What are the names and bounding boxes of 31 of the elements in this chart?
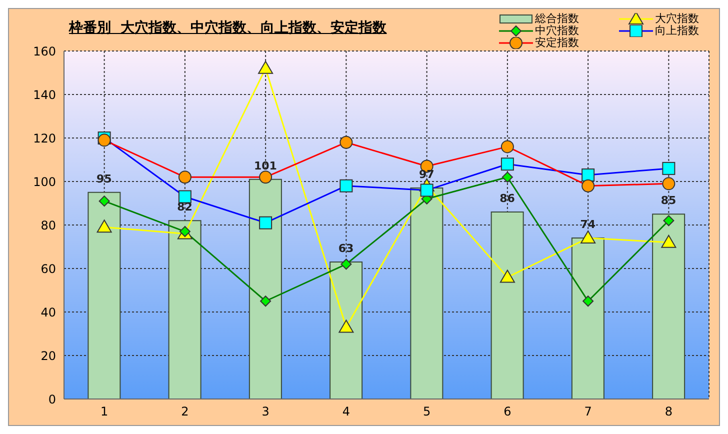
chart-title: 枠番別 大穴指数、中穴指数、向上指数、安定指数 — [69, 19, 387, 37]
legend-label: 大穴指数 — [655, 12, 699, 25]
data-label: 82 — [177, 200, 192, 214]
legend-label: 向上指数 — [655, 24, 699, 37]
y-tick-label: 100 — [33, 174, 56, 189]
y-tick-label: 160 — [33, 44, 56, 58]
x-tick-label: 3 — [262, 404, 270, 419]
x-tick-label: 8 — [664, 404, 673, 419]
x-tick-label: 5 — [422, 404, 431, 419]
legend-label: 中穴指数 — [535, 24, 579, 37]
data-label: 74 — [580, 218, 596, 232]
x-tick-label: 7 — [584, 404, 592, 419]
y-tick-label: 20 — [40, 348, 56, 363]
legend-label: 安定指数 — [535, 36, 579, 49]
data-label: 85 — [660, 194, 676, 208]
x-tick-label: 2 — [181, 404, 189, 419]
y-tick-label: 60 — [40, 262, 56, 276]
y-tick-label: 140 — [33, 88, 56, 102]
data-label: 63 — [338, 242, 354, 255]
data-label: 95 — [96, 172, 112, 186]
y-tick-label: 40 — [40, 305, 56, 320]
x-tick-label: 6 — [504, 404, 512, 419]
x-tick-label: 4 — [342, 404, 350, 419]
y-tick-label: 80 — [40, 218, 56, 232]
y-tick-label: 0 — [48, 392, 56, 406]
data-label: 86 — [500, 192, 516, 205]
legend-label: 総合指数 — [535, 12, 579, 25]
data-label: 97 — [419, 168, 434, 182]
y-tick-label: 120 — [33, 131, 56, 146]
x-tick-label: 1 — [100, 404, 108, 419]
data-label: 101 — [254, 159, 277, 172]
